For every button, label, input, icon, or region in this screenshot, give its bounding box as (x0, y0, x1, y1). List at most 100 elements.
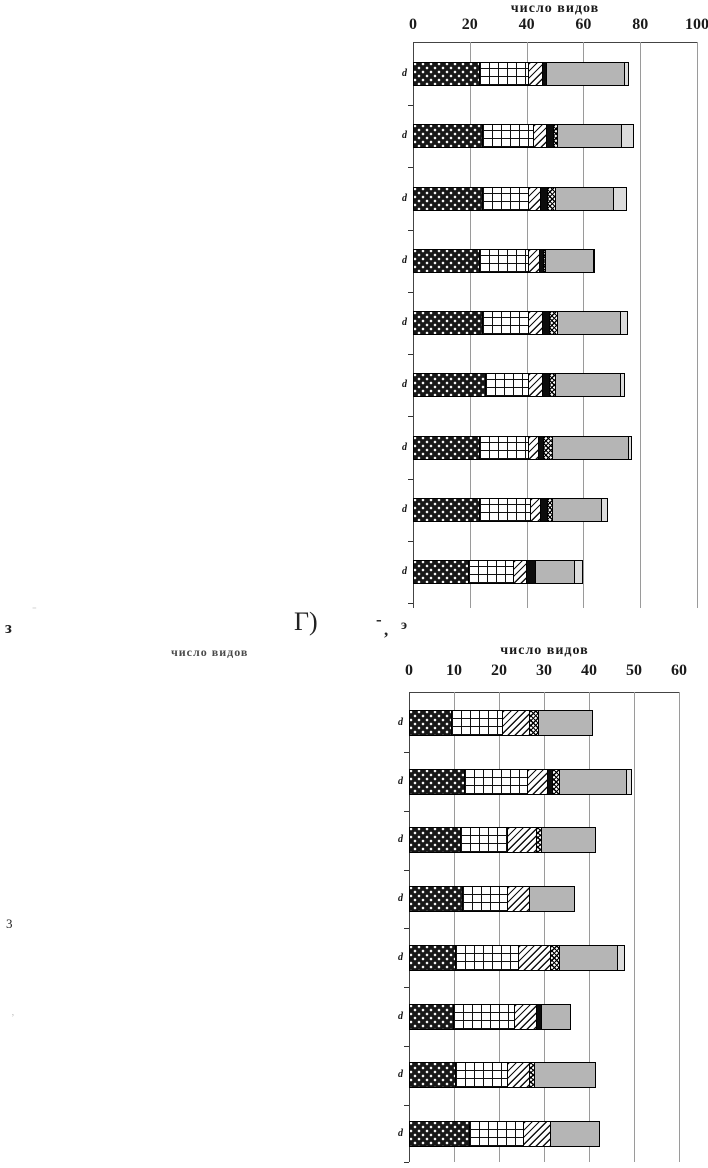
y-axis-tick (404, 1162, 409, 1163)
bar-segment-dotted-black (410, 1063, 455, 1088)
bar-row (413, 62, 630, 86)
bar-segment-gray (549, 1121, 599, 1146)
bar-row (413, 497, 609, 522)
bar-row (409, 768, 632, 795)
x-tick-label: 0 (409, 16, 417, 33)
bar-segment-gray (551, 498, 602, 521)
bar-segment-gray (551, 436, 629, 459)
bar-segment-cross-hatch (547, 498, 552, 521)
category-label: d (398, 775, 403, 787)
bar-segment-solid-black (537, 436, 544, 459)
bar-row (413, 311, 628, 335)
bar-row (409, 710, 594, 736)
gridline (640, 42, 642, 608)
bar-segment-open-grid (468, 1121, 523, 1146)
bar-segment-solid-black (546, 125, 554, 148)
bar-segment-light-gray-cap (574, 561, 582, 583)
gridline (679, 692, 680, 1162)
bar-segment-dotted-black (414, 125, 483, 148)
bar-segment-open-grid (450, 711, 503, 735)
bar-segment-gray (540, 1004, 570, 1029)
bar-segment-open-grid (455, 945, 518, 970)
bar-segment-dotted-black (414, 187, 483, 210)
bar-segment-cross-hatch (547, 187, 555, 210)
y-axis-tick (404, 1104, 409, 1106)
scan-fragment-gamma-bracket: Г) (294, 607, 318, 636)
bar-segment-gray (534, 561, 575, 583)
bar-segment-diagonal-hatch (527, 312, 542, 334)
bar-segment-solid-black (538, 249, 544, 272)
bar-segment-dotted-black (410, 1121, 469, 1146)
bar-row (413, 186, 627, 211)
y-axis-tick (408, 105, 413, 107)
bar-segment-light-gray-cap (617, 945, 624, 970)
bar-segment-solid-black (526, 561, 535, 583)
bar-segment-gray (557, 125, 622, 148)
x-tick-label: 0 (405, 662, 413, 679)
bar-row (409, 1120, 600, 1147)
bar-segment-cross-hatch (548, 312, 558, 334)
bar-segment-dotted-black (410, 711, 451, 735)
category-label: d (398, 717, 403, 728)
bar-segment-solid-black (547, 769, 552, 794)
bar-segment-cross-hatch (549, 945, 559, 970)
bar-segment-gray (558, 769, 626, 794)
category-label: d (398, 893, 403, 905)
bar-segment-dotted-black (414, 312, 483, 334)
bar-segment-dotted-black (410, 769, 464, 794)
bar-segment-light-gray-cap (619, 312, 627, 334)
bar-segment-open-grid (479, 63, 528, 85)
category-label: d (402, 503, 407, 515)
bar-segment-open-grid (479, 436, 528, 459)
bar-row (409, 944, 625, 971)
bar-segment-open-grid (479, 249, 528, 272)
bar-segment-diagonal-hatch (502, 711, 530, 735)
bar-segment-cross-hatch (551, 769, 559, 794)
y-axis-tick (408, 354, 413, 356)
bar-segment-dotted-black (414, 498, 480, 521)
chart1-title: число видов (510, 1, 600, 16)
bar-segment-diagonal-hatch (506, 887, 530, 912)
bar-segment-dotted-black (410, 1004, 453, 1029)
category-label: d (402, 441, 407, 453)
y-axis-tick (404, 752, 409, 754)
y-axis-tick (404, 987, 409, 989)
y-axis-tick (408, 478, 413, 480)
bar-segment-solid-black (541, 63, 547, 85)
y-axis-tick (404, 928, 409, 930)
category-label: d (398, 1069, 403, 1081)
bar-segment-solid-black (541, 312, 549, 334)
y-axis-tick (408, 416, 413, 418)
scan-fragment-comma: , (384, 620, 389, 639)
y-axis-tick (404, 811, 409, 813)
bar-segment-diagonal-hatch (506, 1063, 530, 1088)
bar-segment-solid-black (541, 374, 549, 397)
bar-segment-open-grid (467, 561, 514, 583)
scan-fragment-dash: - (376, 610, 382, 629)
scan-fragment-letter: з (5, 618, 12, 637)
bar-segment-solid-black (536, 1004, 541, 1029)
bar-segment-diagonal-hatch (527, 63, 542, 85)
bar-segment-open-grid (459, 828, 507, 853)
bar-segment-dotted-black (414, 436, 480, 459)
bar-segment-dotted-black (410, 828, 460, 853)
bar-segment-gray (546, 63, 625, 85)
category-label: d (402, 254, 407, 266)
bar-segment-gray (554, 187, 613, 210)
bar-segment-dotted-black (414, 249, 480, 272)
cropped-chart-title: число видов (171, 645, 249, 659)
bar-segment-gray (557, 312, 620, 334)
x-tick-label: 10 (446, 662, 462, 679)
bar-segment-cross-hatch (529, 711, 539, 735)
gridline (697, 42, 698, 608)
scan-fragment-smudge: - (32, 600, 37, 615)
bar-row (409, 886, 576, 913)
bar-segment-gray (533, 1063, 595, 1088)
bar-segment-gray (540, 828, 595, 853)
x-tick-label: 20 (461, 16, 478, 33)
bar-row (409, 1062, 596, 1089)
y-axis-tick (404, 869, 409, 871)
x-tick-label: 40 (581, 662, 597, 679)
y-axis-tick (404, 1045, 409, 1047)
category-label: d (402, 566, 407, 577)
